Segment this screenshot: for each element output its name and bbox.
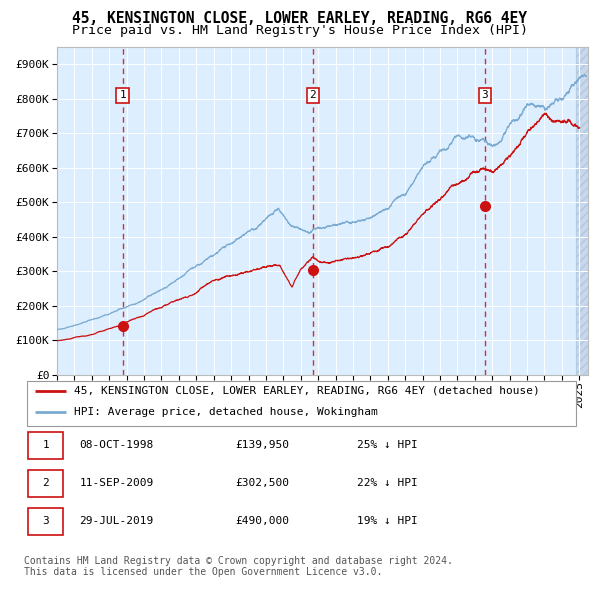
FancyBboxPatch shape: [28, 470, 63, 497]
Text: HPI: Average price, detached house, Wokingham: HPI: Average price, detached house, Woki…: [74, 407, 378, 417]
Text: 2: 2: [310, 90, 316, 100]
Text: £139,950: £139,950: [235, 440, 289, 450]
FancyBboxPatch shape: [28, 508, 63, 535]
Text: 45, KENSINGTON CLOSE, LOWER EARLEY, READING, RG6 4EY: 45, KENSINGTON CLOSE, LOWER EARLEY, READ…: [73, 11, 527, 25]
Text: Price paid vs. HM Land Registry's House Price Index (HPI): Price paid vs. HM Land Registry's House …: [72, 24, 528, 37]
Text: 25% ↓ HPI: 25% ↓ HPI: [357, 440, 418, 450]
FancyBboxPatch shape: [27, 381, 576, 426]
Text: 2: 2: [42, 478, 49, 489]
Text: £302,500: £302,500: [235, 478, 289, 489]
Text: 19% ↓ HPI: 19% ↓ HPI: [357, 516, 418, 526]
Text: 3: 3: [481, 90, 488, 100]
Text: 22% ↓ HPI: 22% ↓ HPI: [357, 478, 418, 489]
Text: 1: 1: [42, 440, 49, 450]
Text: £490,000: £490,000: [235, 516, 289, 526]
Text: 45, KENSINGTON CLOSE, LOWER EARLEY, READING, RG6 4EY (detached house): 45, KENSINGTON CLOSE, LOWER EARLEY, READ…: [74, 386, 540, 396]
Text: 1: 1: [119, 90, 126, 100]
Text: 11-SEP-2009: 11-SEP-2009: [79, 478, 154, 489]
FancyBboxPatch shape: [28, 432, 63, 458]
Text: 08-OCT-1998: 08-OCT-1998: [79, 440, 154, 450]
Text: 3: 3: [42, 516, 49, 526]
Text: 29-JUL-2019: 29-JUL-2019: [79, 516, 154, 526]
Text: Contains HM Land Registry data © Crown copyright and database right 2024.
This d: Contains HM Land Registry data © Crown c…: [24, 556, 453, 578]
